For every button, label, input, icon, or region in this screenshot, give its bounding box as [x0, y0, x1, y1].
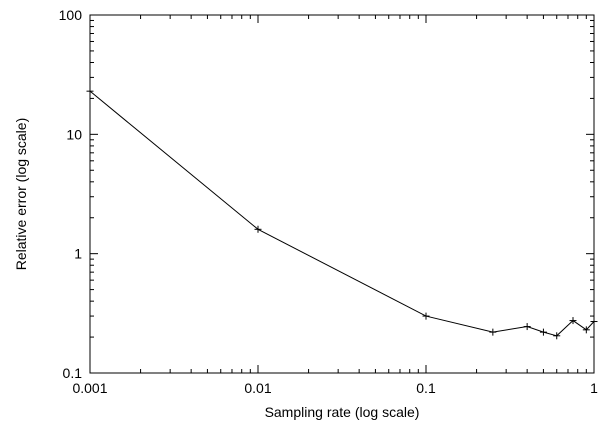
- data-point-marker: [590, 318, 598, 326]
- data-point-marker: [582, 326, 590, 334]
- y-tick-label: 100: [59, 7, 83, 23]
- y-axis-label: Relative error (log scale): [13, 118, 29, 271]
- data-point-marker: [254, 225, 262, 233]
- x-tick-label: 0.01: [244, 380, 271, 396]
- data-point-marker: [539, 328, 547, 336]
- data-point-marker: [523, 323, 531, 331]
- y-axis: 0.1 1 10 100: [59, 7, 594, 381]
- series-group: [86, 87, 598, 340]
- series-line: [89, 90, 595, 337]
- x-tick-label: 1: [590, 380, 598, 396]
- y-tick-label: 0.1: [63, 365, 83, 381]
- x-tick-label: 0.1: [416, 380, 436, 396]
- data-point-marker: [86, 87, 94, 95]
- y-tick-label: 10: [66, 126, 82, 142]
- data-point-marker: [553, 332, 561, 340]
- data-point-marker: [569, 317, 577, 325]
- x-axis-label: Sampling rate (log scale): [265, 404, 420, 420]
- x-axis: 0.001 0.01 0.1 1: [72, 15, 598, 396]
- plot-area-frame: [89, 14, 595, 374]
- data-point-marker: [422, 312, 430, 320]
- y-tick-label: 1: [74, 246, 82, 262]
- x-tick-label: 0.001: [72, 380, 107, 396]
- data-point-marker: [489, 328, 497, 336]
